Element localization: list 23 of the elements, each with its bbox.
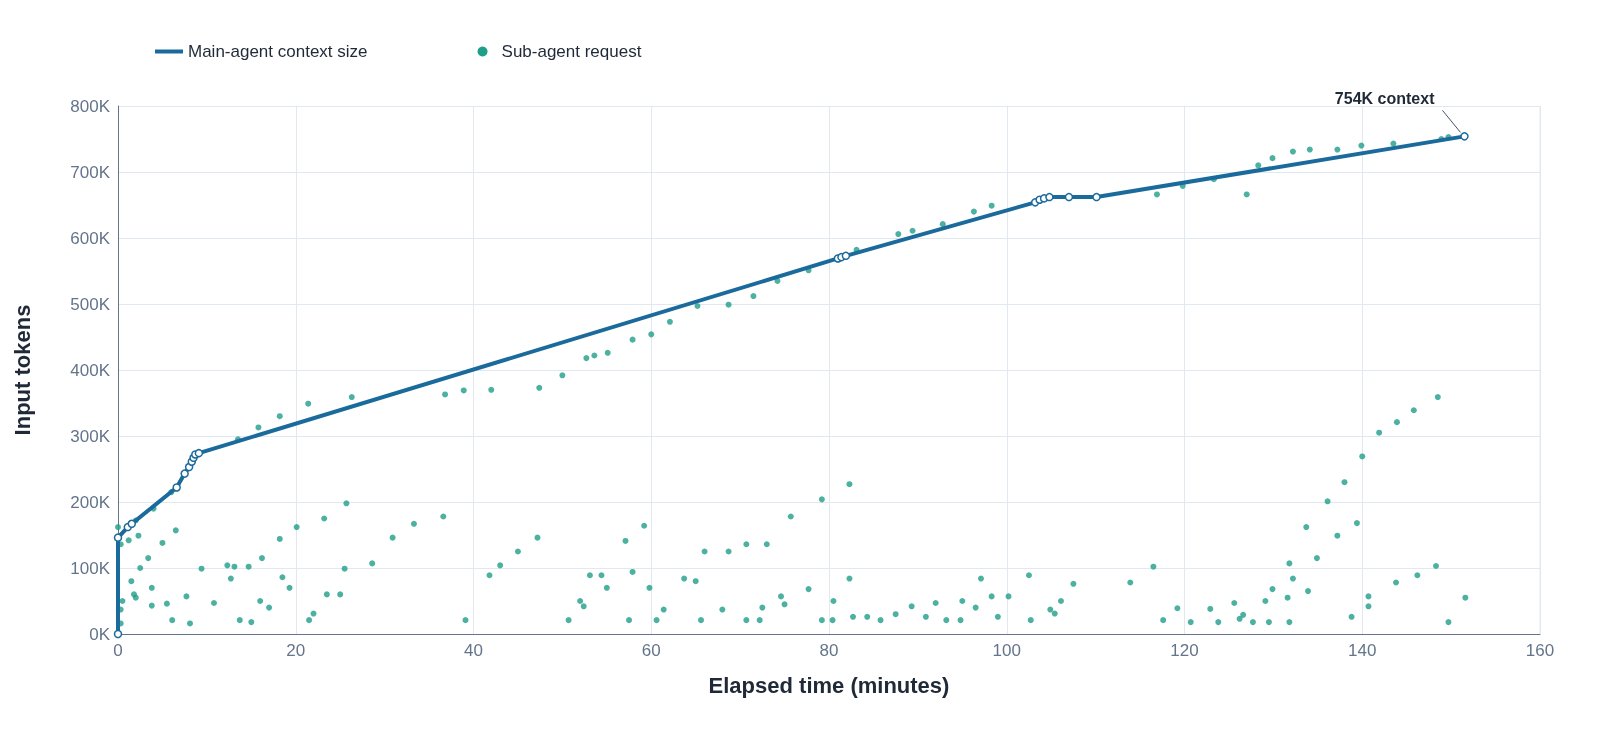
x-axis-title: Elapsed time (minutes) bbox=[708, 672, 950, 698]
y-tick-label: 0K bbox=[89, 624, 111, 644]
y-tick-label: 800K bbox=[70, 96, 111, 116]
y-tick-label: 700K bbox=[70, 162, 111, 182]
x-tick-label: 60 bbox=[641, 641, 661, 660]
x-tick-label: 120 bbox=[1170, 641, 1199, 660]
y-tick-label: 400K bbox=[70, 360, 111, 380]
x-tick-label: 0 bbox=[113, 641, 123, 660]
legend-label: Main-agent context size bbox=[188, 42, 368, 61]
x-tick-label: 160 bbox=[1525, 641, 1555, 660]
x-tick-label: 100 bbox=[992, 641, 1021, 660]
y-tick-label: 100K bbox=[70, 558, 111, 578]
y-tick-label: 500K bbox=[70, 294, 111, 314]
annotation: 754K context bbox=[1334, 89, 1436, 107]
legend-label: Sub-agent request bbox=[501, 42, 642, 61]
y-tick-label: 600K bbox=[70, 228, 111, 248]
y-tick-label: 300K bbox=[70, 426, 111, 446]
x-tick-label: 140 bbox=[1348, 641, 1377, 660]
y-tick-label: 200K bbox=[70, 492, 111, 512]
y-axis-title: Input tokens bbox=[9, 304, 35, 436]
x-tick-label: 20 bbox=[286, 641, 306, 660]
x-tick-label: 80 bbox=[819, 641, 839, 660]
x-tick-label: 40 bbox=[464, 641, 483, 660]
